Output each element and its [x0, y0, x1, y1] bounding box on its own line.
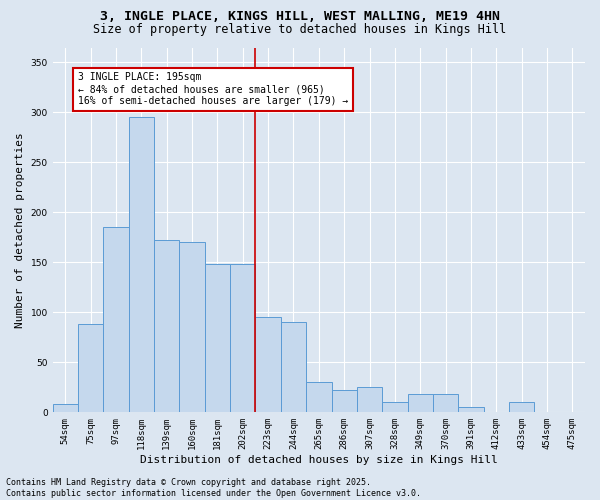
Bar	[281, 322, 306, 412]
Bar	[256, 318, 281, 412]
Bar	[509, 402, 535, 412]
Bar	[103, 228, 129, 412]
Bar	[78, 324, 103, 412]
Bar	[205, 264, 230, 412]
Y-axis label: Number of detached properties: Number of detached properties	[15, 132, 25, 328]
Bar	[230, 264, 256, 412]
Text: Size of property relative to detached houses in Kings Hill: Size of property relative to detached ho…	[94, 22, 506, 36]
Bar	[306, 382, 332, 412]
Bar	[458, 408, 484, 412]
Text: Contains HM Land Registry data © Crown copyright and database right 2025.
Contai: Contains HM Land Registry data © Crown c…	[6, 478, 421, 498]
Bar	[179, 242, 205, 412]
Bar	[53, 404, 78, 412]
Bar	[357, 388, 382, 412]
Bar	[382, 402, 407, 412]
Bar	[407, 394, 433, 412]
Bar	[433, 394, 458, 412]
X-axis label: Distribution of detached houses by size in Kings Hill: Distribution of detached houses by size …	[140, 455, 498, 465]
Text: 3 INGLE PLACE: 195sqm
← 84% of detached houses are smaller (965)
16% of semi-det: 3 INGLE PLACE: 195sqm ← 84% of detached …	[78, 72, 348, 106]
Bar	[154, 240, 179, 412]
Text: 3, INGLE PLACE, KINGS HILL, WEST MALLING, ME19 4HN: 3, INGLE PLACE, KINGS HILL, WEST MALLING…	[100, 10, 500, 23]
Bar	[129, 118, 154, 412]
Bar	[332, 390, 357, 412]
